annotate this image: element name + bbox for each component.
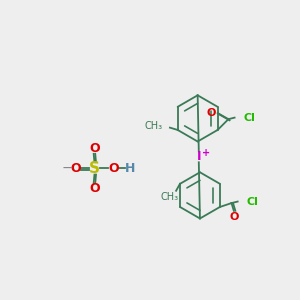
Text: O: O bbox=[229, 212, 239, 222]
Text: O: O bbox=[108, 162, 119, 175]
Text: +: + bbox=[202, 148, 210, 158]
Text: O: O bbox=[207, 108, 216, 118]
Text: CH₃: CH₃ bbox=[144, 121, 162, 131]
Text: CH₃: CH₃ bbox=[161, 192, 179, 202]
Text: H: H bbox=[125, 162, 135, 175]
Text: O: O bbox=[89, 142, 100, 155]
Text: O: O bbox=[70, 162, 80, 175]
Text: I: I bbox=[196, 150, 201, 164]
Text: S: S bbox=[89, 161, 100, 176]
Text: Cl: Cl bbox=[247, 196, 259, 206]
Text: Cl: Cl bbox=[244, 112, 256, 123]
Text: −: − bbox=[62, 161, 73, 175]
Text: O: O bbox=[89, 182, 100, 195]
